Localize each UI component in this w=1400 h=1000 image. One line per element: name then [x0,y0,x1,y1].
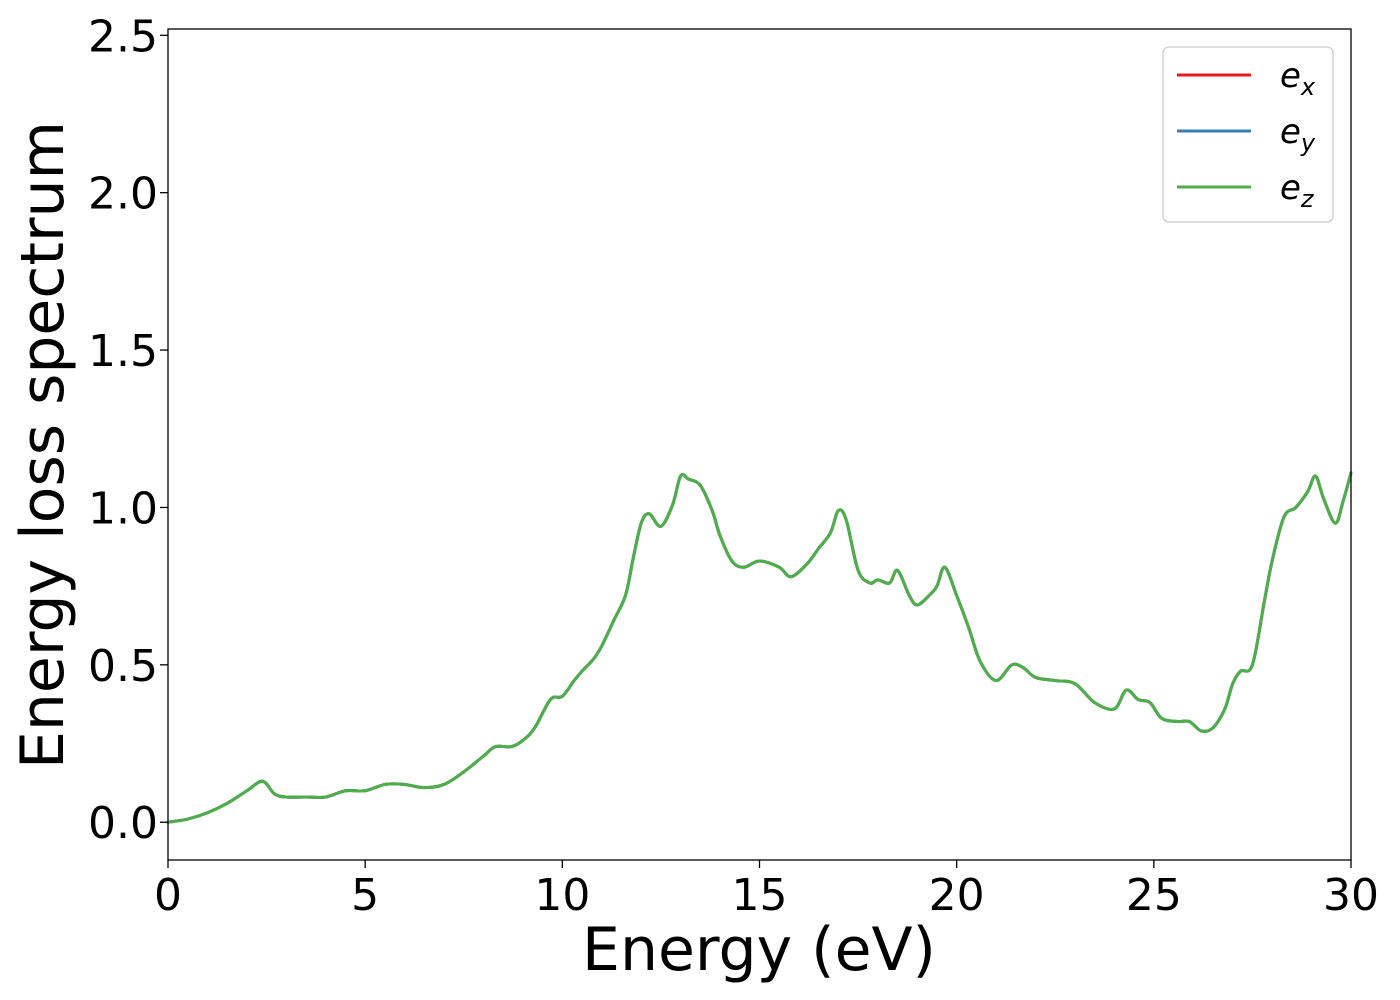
legend-box [1162,46,1334,223]
legend-label-ey: ey [1280,112,1316,157]
x-tick-label: 30 [1323,870,1379,921]
y-tick-label: 1.5 [88,326,158,377]
series-layer [166,471,1353,824]
y-tick-label: 0.5 [88,641,158,692]
series-line-ex [166,471,1353,824]
y-tick-label: 2.0 [88,169,158,220]
x-tick-label: 10 [534,870,590,921]
x-axis: 0 5 10 15 20 25 30 [154,860,1379,921]
legend: ex ey ez [1162,46,1334,223]
x-axis-label: Energy (eV) [582,915,936,985]
x-tick-label: 5 [351,870,379,921]
series-line-ey [166,471,1353,824]
series-line-ez [166,471,1353,824]
legend-label-ez: ez [1280,168,1315,213]
y-axis: 0.0 0.5 1.0 1.5 2.0 2.5 [88,11,168,849]
y-tick-label: 1.0 [88,483,158,534]
x-tick-label: 25 [1126,870,1182,921]
y-tick-label: 0.0 [88,798,158,849]
y-tick-label: 2.5 [88,11,158,62]
legend-label-ex: ex [1280,56,1316,101]
x-tick-label: 20 [929,870,985,921]
x-tick-label: 15 [732,870,788,921]
y-axis-label: Energy loss spectrum [8,121,78,769]
x-tick-label: 0 [154,870,182,921]
